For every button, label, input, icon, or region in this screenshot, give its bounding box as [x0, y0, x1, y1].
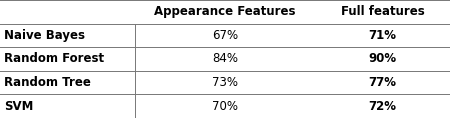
Text: 72%: 72%: [369, 100, 396, 113]
Text: SVM: SVM: [4, 100, 34, 113]
Text: 67%: 67%: [212, 29, 238, 42]
Text: Random Forest: Random Forest: [4, 53, 104, 65]
Text: 71%: 71%: [369, 29, 396, 42]
Text: 70%: 70%: [212, 100, 238, 113]
Text: Appearance Features: Appearance Features: [154, 5, 296, 18]
Text: Naive Bayes: Naive Bayes: [4, 29, 86, 42]
Text: 90%: 90%: [369, 53, 396, 65]
Text: Random Tree: Random Tree: [4, 76, 91, 89]
Text: 73%: 73%: [212, 76, 238, 89]
Text: Full features: Full features: [341, 5, 424, 18]
Text: 84%: 84%: [212, 53, 238, 65]
Text: 77%: 77%: [369, 76, 396, 89]
